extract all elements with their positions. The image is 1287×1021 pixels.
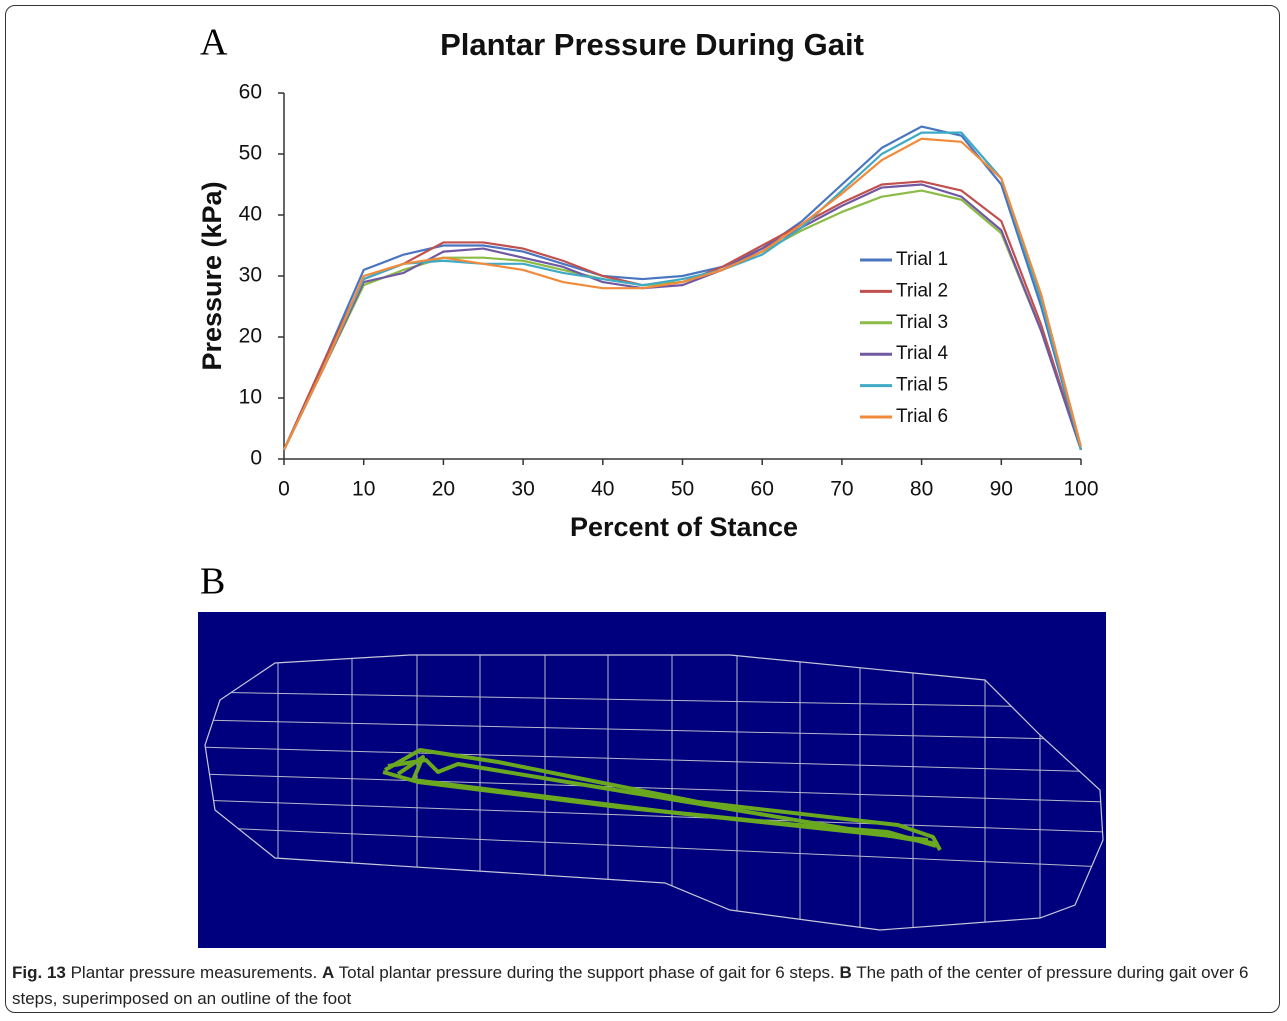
x-tick-label: 50 [671, 478, 694, 501]
x-tick-label: 20 [432, 478, 455, 501]
x-tick-label: 30 [511, 478, 534, 501]
y-tick-label: 10 [239, 386, 262, 409]
legend-label: Trial 3 [896, 312, 948, 333]
panel-label: A [200, 22, 228, 64]
caption-part-label: B [839, 963, 852, 982]
legend-label: Trial 1 [896, 249, 948, 270]
x-axis-label: Percent of Stance [570, 512, 798, 542]
legend-label: Trial 4 [896, 343, 949, 364]
y-tick-label: 60 [239, 81, 262, 104]
x-tick-label: 80 [910, 478, 933, 501]
y-tick-label: 30 [239, 264, 262, 287]
foot-pressure-image [198, 612, 1106, 948]
y-tick-label: 20 [239, 325, 262, 348]
caption-text: Total plantar pressure during the suppor… [338, 963, 835, 982]
x-tick-label: 90 [990, 478, 1013, 501]
caption-title: Plantar pressure measurements. [70, 963, 318, 982]
x-tick-label: 60 [751, 478, 774, 501]
caption: Fig. 13 Plantar pressure measurements. A… [12, 960, 1252, 1012]
x-tick-label: 0 [278, 478, 290, 501]
series-line [283, 137, 1083, 451]
series-line [283, 131, 1083, 451]
foot-outline [204, 654, 1104, 931]
y-axis-label: Pressure (kPa) [197, 181, 227, 370]
legend-label: Trial 2 [896, 280, 948, 301]
panel-label: B [200, 561, 225, 600]
figure-frame [5, 5, 1280, 1013]
image-background [198, 612, 1106, 948]
series-line [282, 180, 1083, 451]
x-tick-label: 70 [830, 478, 853, 501]
caption-part-label: A [321, 963, 335, 982]
legend-label: Trial 6 [896, 406, 948, 427]
y-tick-label: 0 [250, 447, 262, 470]
series-line [283, 183, 1083, 451]
series-line [283, 189, 1083, 451]
x-tick-label: 10 [352, 478, 375, 501]
x-tick-label: 40 [591, 478, 614, 501]
legend-label: Trial 5 [896, 375, 948, 396]
chart-title: Plantar Pressure During Gait [440, 27, 864, 62]
chart: A Plantar Pressure During Gait Percent o… [197, 22, 1098, 600]
series-line [282, 125, 1083, 451]
y-tick-label: 50 [239, 142, 262, 165]
x-tick-label: 100 [1063, 478, 1098, 501]
pressure-path [382, 748, 942, 851]
y-tick-label: 40 [239, 203, 262, 226]
caption-label: Fig. 13 [12, 963, 66, 982]
caption-text: The path of the center of pressure durin… [12, 963, 1249, 1008]
